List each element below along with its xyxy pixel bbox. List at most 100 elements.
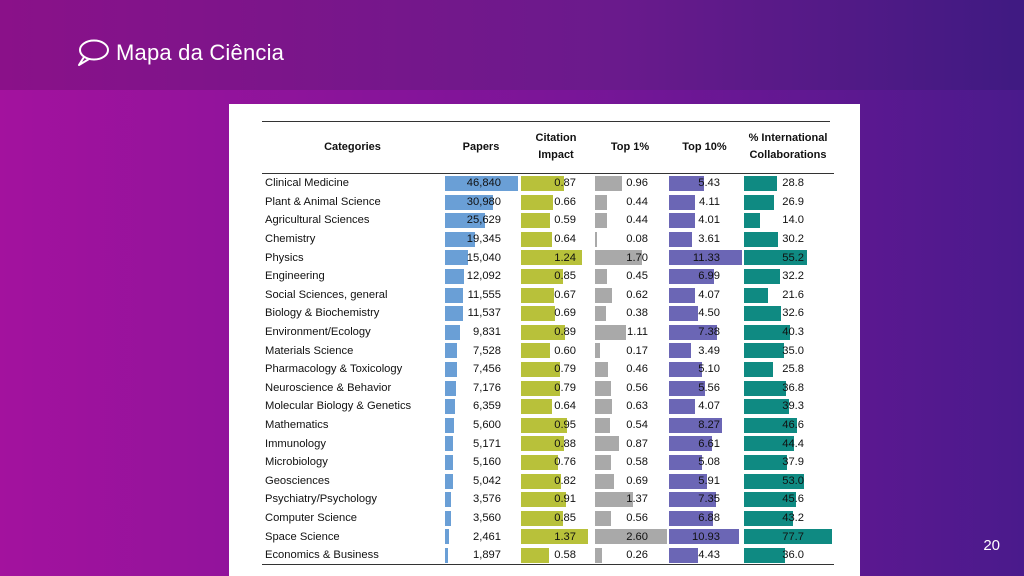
citation-value: 0.88 (554, 437, 576, 450)
intl-value: 55.2 (782, 251, 804, 264)
top1-bar (595, 306, 606, 322)
papers-cell: 6,359 (443, 397, 519, 416)
intl-value: 14.0 (782, 214, 804, 227)
top10-cell: 4.07 (667, 397, 742, 416)
intl-bar (744, 454, 787, 470)
top1-value: 0.44 (626, 214, 648, 227)
papers-bar (445, 399, 455, 415)
top10-cell: 6.61 (667, 434, 742, 453)
citation-cell: 0.85 (519, 509, 593, 528)
papers-value: 7,528 (473, 344, 501, 357)
papers-bar (445, 380, 457, 396)
top10-value: 5.56 (698, 381, 720, 394)
category-cell: Social Sciences, general (265, 288, 388, 301)
top1-cell: 0.63 (593, 397, 667, 416)
citation-cell: 0.95 (519, 416, 593, 435)
top1-cell: 0.87 (593, 434, 667, 453)
top1-bar (595, 510, 611, 526)
papers-bar (445, 547, 448, 563)
top1-bar (595, 287, 613, 303)
papers-cell: 15,040 (443, 248, 519, 267)
citation-cell: 0.67 (519, 286, 593, 305)
papers-bar (445, 176, 518, 191)
top1-value: 0.56 (626, 511, 648, 524)
citation-value: 0.82 (554, 474, 576, 487)
top1-value: 2.60 (626, 530, 648, 543)
category-cell: Pharmacology & Toxicology (265, 363, 403, 376)
top1-value: 0.54 (626, 419, 648, 432)
top10-value: 6.88 (698, 511, 720, 524)
top10-value: 4.43 (698, 549, 720, 562)
intl-cell: 37.9 (742, 453, 834, 472)
intl-cell: 46.6 (742, 416, 834, 435)
papers-cell: 12,092 (443, 267, 519, 286)
category-cell: Space Science (265, 530, 340, 543)
science-table: Categories Papers Citation Impact Top 1%… (262, 121, 834, 566)
citation-cell: 0.87 (519, 174, 593, 193)
header-intl-text: % International Collaborations (748, 132, 828, 161)
intl-bar (744, 324, 790, 340)
table-row: Social Sciences, general 11,555 0.67 0.62 4.… (262, 286, 834, 305)
citation-bar (521, 361, 560, 377)
papers-value: 2,461 (473, 530, 501, 543)
papers-value: 3,576 (473, 493, 501, 506)
table-row: Engineering 12,092 0.85 0.45 6.99 32.2 (262, 267, 834, 286)
top1-value: 0.87 (626, 437, 648, 450)
category-cell: Agricultural Sciences (265, 214, 370, 227)
papers-cell: 1,897 (443, 545, 519, 566)
top1-cell: 0.44 (593, 211, 667, 230)
top10-value: 8.27 (698, 419, 720, 432)
citation-cell: 0.85 (519, 267, 593, 286)
papers-bar (445, 194, 494, 210)
intl-value: 44.4 (782, 437, 804, 450)
top10-bar (669, 547, 698, 563)
citation-value: 0.79 (554, 363, 576, 376)
citation-value: 0.59 (554, 214, 576, 227)
citation-value: 0.85 (554, 511, 576, 524)
header-top1: Top 1% (593, 121, 667, 174)
table-row: Materials Science 7,528 0.60 0.17 3.49 35.0 (262, 341, 834, 360)
top1-cell: 1.37 (593, 490, 667, 509)
intl-bar (744, 306, 781, 322)
table-row: Molecular Biology & Genetics 6,359 0.64 0.6… (262, 397, 834, 416)
top1-bar (595, 436, 620, 452)
citation-value: 0.58 (554, 549, 576, 562)
papers-value: 5,160 (473, 456, 501, 469)
citation-bar (521, 324, 565, 340)
citation-bar (521, 268, 563, 284)
category-cell: Immunology (265, 437, 326, 450)
intl-value: 21.6 (782, 288, 804, 301)
top1-value: 0.17 (626, 344, 648, 357)
citation-bar (521, 492, 566, 508)
top10-cell: 11.33 (667, 248, 742, 267)
citation-bar (521, 454, 559, 470)
top10-bar (669, 324, 717, 340)
top10-bar (669, 287, 696, 303)
intl-value: 32.2 (782, 270, 804, 283)
top1-value: 0.38 (626, 307, 648, 320)
citation-bar (521, 399, 553, 415)
intl-cell: 53.0 (742, 472, 834, 491)
header-papers: Papers (443, 121, 519, 174)
citation-bar (521, 213, 550, 229)
papers-value: 3,560 (473, 511, 501, 524)
intl-cell: 26.9 (742, 193, 834, 212)
citation-bar (521, 306, 555, 322)
top1-value: 0.56 (626, 381, 648, 394)
citation-cell: 0.91 (519, 490, 593, 509)
top1-value: 0.96 (626, 177, 648, 190)
papers-cell: 11,537 (443, 304, 519, 323)
top1-cell: 0.62 (593, 286, 667, 305)
category-cell: Economics & Business (262, 545, 443, 566)
citation-bar (521, 250, 582, 266)
papers-cell: 19,345 (443, 230, 519, 249)
intl-value: 30.2 (782, 233, 804, 246)
category-cell: Molecular Biology & Genetics (265, 400, 412, 413)
papers-bar (445, 529, 449, 545)
top10-bar (669, 380, 705, 396)
table-row: Geosciences 5,042 0.82 0.69 5.91 53.0 (262, 472, 834, 491)
top1-value: 1.37 (626, 493, 648, 506)
intl-bar (744, 436, 795, 452)
top1-bar (595, 399, 613, 415)
intl-cell: 39.3 (742, 397, 834, 416)
